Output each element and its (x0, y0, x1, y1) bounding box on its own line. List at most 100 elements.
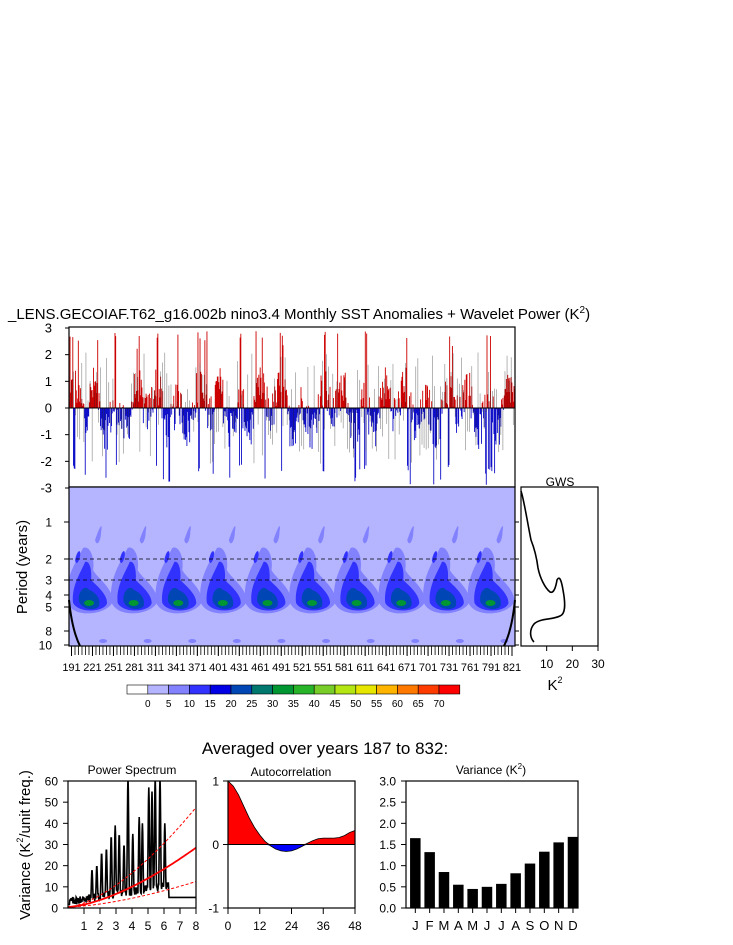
wavelet-level-35 (351, 600, 362, 606)
autocorr-title: Autocorrelation (251, 765, 332, 779)
colorbar-box (230, 684, 253, 695)
anomaly-ytick-label: -2 (40, 454, 52, 469)
wavelet-level-10-lower (277, 639, 286, 643)
wavelet-level-25 (212, 587, 234, 610)
power-ytick-label: 20 (45, 859, 59, 873)
wavelet-level-35 (440, 600, 451, 606)
power-xtick-label: 5 (145, 919, 152, 933)
autocorr-xtick-label: 0 (225, 919, 232, 933)
variance-xtick-label: J (412, 918, 419, 933)
colorbar-label: 65 (413, 699, 425, 710)
wavelet-level-10-upper (407, 526, 414, 544)
colorbar-label: 10 (184, 699, 196, 710)
variance-xtick-label: M (439, 918, 450, 933)
power-xtick-label: 1 (81, 919, 88, 933)
colorbar-box (272, 684, 294, 695)
autocorr-xtick-label: 48 (348, 919, 362, 933)
wavelet-xtick-label: 221 (83, 662, 101, 674)
autocorr-xtick-label: 12 (253, 919, 267, 933)
power-ylabel-close: /unit freq.) (17, 770, 34, 838)
colorbar-box (355, 684, 377, 695)
variance-xtick-label: S (526, 918, 535, 933)
autocorr-ytick-label: 0 (212, 838, 219, 852)
wavelet-xtick-label: 761 (461, 662, 479, 674)
autocorr-positive-fill (228, 781, 355, 845)
wavelet-level-25 (167, 587, 189, 610)
main-title-close: ) (585, 306, 590, 323)
power-title: Power Spectrum (88, 763, 177, 777)
wavelet-xtick-label: 341 (167, 662, 185, 674)
anomaly-negative-series (73, 408, 505, 485)
colorbar-label: 70 (433, 699, 445, 710)
wavelet-power-cycle (110, 526, 158, 643)
colorbar-box (438, 684, 461, 695)
wavelet-level-15-upper (476, 551, 482, 563)
wavelet-power-cycle (200, 526, 247, 643)
wavelet-level-10-lower (455, 639, 464, 643)
variance-ytick-label: 3.0 (379, 775, 396, 789)
wavelet-ytick-label: 8 (45, 625, 52, 639)
variance-xtick-label: M (467, 918, 478, 933)
main-title: _LENS.GECOIAF.T62_g16.002b nino3.4 Month… (7, 305, 590, 323)
power-ytick-label: 40 (45, 817, 59, 831)
wavelet-level-10-upper (318, 526, 325, 544)
variance-ytick-label: 0.5 (379, 880, 396, 894)
colorbar-label: 35 (288, 699, 300, 710)
colorbar-box (126, 684, 149, 695)
variance-xtick-label: N (554, 918, 563, 933)
gws-panel: GWS 10 20 30 K2 (520, 475, 605, 694)
variance-title-close: ) (522, 763, 526, 777)
power-ytick-label: 60 (45, 775, 59, 789)
wavelet-level-15-upper (298, 551, 304, 563)
wavelet-level-35 (84, 600, 95, 606)
wavelet-level-15-upper (387, 551, 393, 563)
autocorr-line (228, 781, 355, 852)
colorbar-label: 30 (267, 699, 279, 710)
wavelet-level-15-upper (431, 551, 438, 563)
variance-bar (553, 842, 564, 908)
variance-bar (524, 863, 536, 908)
averaged-title: Averaged over years 187 to 832: (202, 739, 448, 758)
wavelet-panel: 1 2 345 810 191 221 251 281 311 341 371 401 431 461 4… (14, 486, 521, 674)
wavelet-xtick-label: 371 (188, 662, 206, 674)
wavelet-ylabel: Period (years) (14, 520, 31, 614)
variance-bar (481, 886, 493, 908)
power-red-mean (68, 846, 196, 908)
variance-bar (438, 872, 450, 908)
variance-xtick-label: A (511, 918, 520, 933)
anomaly-ytick-label: 2 (45, 347, 52, 362)
variance-xtick-label: J (498, 918, 505, 933)
wavelet-level-10-lower (411, 639, 420, 643)
gws-xlabel-sup: 2 (558, 675, 563, 685)
wavelet-xtick-label: 431 (230, 662, 248, 674)
wavelet-level-25 (78, 587, 100, 610)
variance-xtick-label: F (426, 918, 434, 933)
wavelet-level-15-upper (119, 551, 125, 563)
variance-ytick-label: 0.0 (379, 902, 396, 916)
colorbar-label: 45 (329, 699, 341, 710)
variance-panel: Variance (K2) 0.00.51.01.52.02.53.0J F M A M… (379, 762, 579, 933)
colorbar-label: 5 (166, 699, 172, 710)
wavelet-level-25 (435, 587, 457, 610)
anomaly-panel: 3 2 1 0 -1 -2 -3 (40, 321, 516, 496)
anomaly-positive-series (69, 331, 515, 408)
autocorr-xtick-label: 36 (317, 919, 331, 933)
wavelet-xtick-label: 671 (398, 662, 416, 674)
wavelet-xtick-label: 311 (147, 662, 165, 674)
wavelet-level-15-upper (164, 551, 170, 563)
variance-bar (424, 852, 435, 908)
colorbar-box (209, 684, 232, 695)
variance-ytick-label: 1.0 (379, 859, 396, 873)
colorbar-label: 20 (225, 699, 237, 710)
wavelet-level-10-lower (232, 639, 241, 643)
wavelet-level-35 (217, 600, 228, 606)
wavelet-level-25 (301, 587, 323, 610)
wavelet-level-25 (123, 587, 145, 610)
autocorr-ytick-label: -1 (208, 902, 219, 916)
wavelet-ytick-label: 10 (39, 639, 53, 653)
wavelet-level-15-upper (253, 551, 259, 563)
anomaly-ytick-label: 0 (45, 401, 52, 416)
gws-xtick-label: 20 (566, 657, 580, 671)
wavelet-level-10-upper (362, 526, 370, 544)
wavelet-xtick-label: 251 (104, 662, 122, 674)
